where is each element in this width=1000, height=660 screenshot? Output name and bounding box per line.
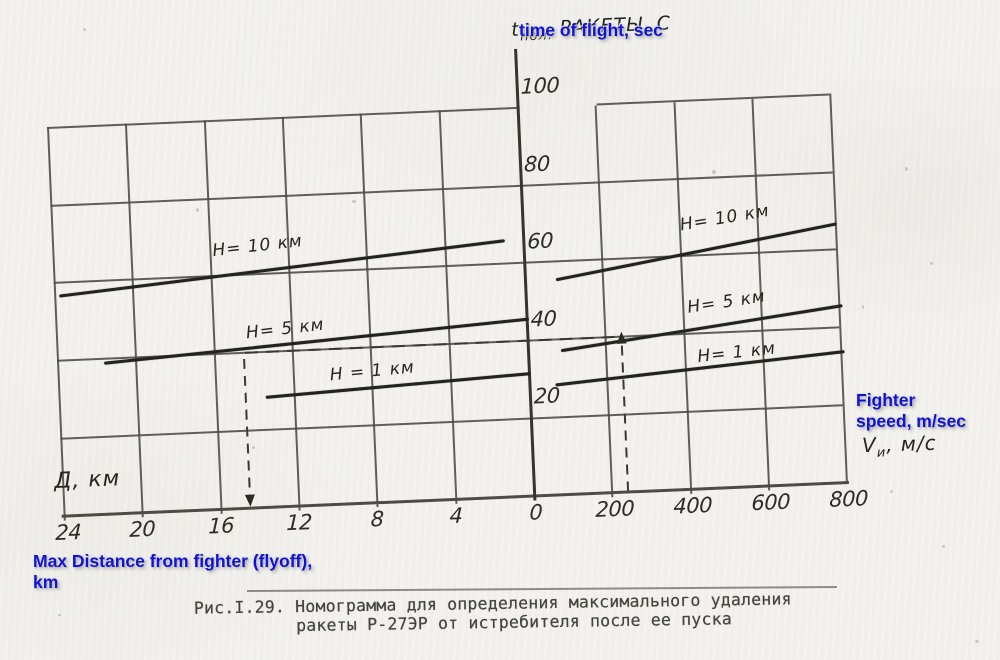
scan-speck [890,490,893,493]
arrow-down-icon [244,494,256,507]
scan-speck [252,446,255,449]
v-axis-title-symbol: V [861,432,878,458]
scan-speck [83,28,86,31]
v-axis-title: Vи, м/с [862,431,938,462]
v-tick-200: 200 [595,496,635,522]
gridline-d4 [438,110,458,504]
annotation-time-of-flight: time of flight, sec [519,20,663,40]
figure-caption: Рис.I.29. Номограмма для определения мак… [194,589,792,636]
label-left-h10: H= 10 км [211,231,304,262]
d-axis-title: Д, км [53,466,121,495]
scan-speck [942,545,945,548]
t-tick-100: 100 [520,73,560,99]
d-tick-16: 16 [208,513,235,539]
gridline-d8 [359,113,379,508]
gridline-d24 [47,126,66,521]
annotation-max-distance: Max Distance from fighter (flyoff), km [33,551,312,593]
annotation-fighter-speed-line1: Fighter [856,390,916,410]
v-tick-800: 800 [829,486,869,512]
gridline-d20 [124,123,144,518]
annotation-fighter-speed-line2: speed, m/sec [856,411,966,431]
scan-speck [905,167,908,171]
d-tick-4: 4 [449,503,463,529]
v-axis-title-units: , м/с [885,430,938,457]
scan-speck [712,170,716,174]
scan-speck [196,208,199,212]
gridline-t100-right [596,93,830,106]
t-axis-line [514,48,537,501]
d-tick-12: 12 [285,510,313,536]
scan-speck [975,640,979,643]
label-right-h5: H= 5 км [686,286,767,318]
annotation-max-distance-line2: km [33,572,59,592]
gridline-d16 [203,120,223,514]
t-tick-60: 60 [527,228,554,254]
annotation-max-distance-line1: Max Distance from fighter (flyoff), [33,551,313,571]
d-tick-24: 24 [55,519,82,546]
t-tick-20: 20 [533,383,560,409]
nomogram-chart: 100 80 60 40 20 24 20 16 12 8 4 0 200 40… [47,12,868,557]
t-tick-40: 40 [530,306,557,332]
gridline-v200 [594,105,614,498]
d-tick-20: 20 [129,516,156,542]
gridline-v800 [829,93,848,484]
v-tick-400: 400 [673,492,713,519]
scan-speck [862,305,864,309]
gridline-d12 [281,116,301,511]
d-tick-0: 0 [529,500,543,525]
scan-speck [58,614,61,616]
annotation-fighter-speed: Fighter speed, m/sec [856,390,966,432]
label-left-h1: H = 1 км [328,357,416,386]
guide-dashed-vertical-right [620,345,630,491]
label-right-h1: H= 1 км [696,338,777,368]
scan-speck [930,262,933,265]
d-tick-8: 8 [370,506,384,532]
scan-speck [352,200,356,203]
arrow-up-icon [616,331,627,344]
t-tick-80: 80 [523,151,551,177]
v-tick-600: 600 [751,489,791,516]
